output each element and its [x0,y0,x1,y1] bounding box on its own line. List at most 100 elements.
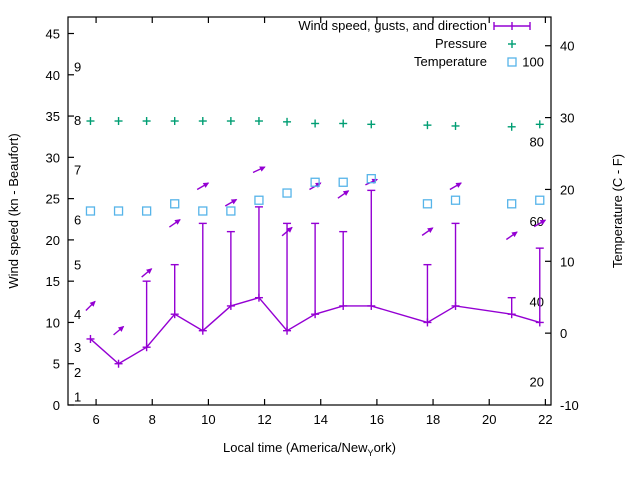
y2-tick-label: -10 [560,398,579,413]
plot-frame [67,16,552,406]
beaufort-label: 7 [74,163,81,178]
wind-direction-arrow [337,190,350,199]
wind-direction-arrow [252,166,266,174]
pressure-point [367,120,376,129]
beaufort-label: 6 [74,212,81,227]
beaufort-scale-labels: 1 2 3 4 5 6 7 8 9 [74,60,81,405]
x-tick-label: 14 [313,412,327,427]
y2-tick-label: 40 [560,39,574,54]
beaufort-label: 5 [74,258,81,273]
y-tick-label: 30 [46,150,60,165]
temperature-point [310,177,320,187]
beaufort-label: 9 [74,60,81,75]
gust-bar [339,230,348,306]
x-tick-label: 10 [201,412,215,427]
wind-direction-arrow [141,268,153,278]
legend-sample-pressure [508,40,516,48]
y-tick-label: 40 [46,68,60,83]
x-tick-label: 8 [149,412,156,427]
temperature-point [85,206,96,216]
y-axis-right-title: Temperature (C - F) [610,154,625,268]
wind-direction-arrow [449,182,462,191]
beaufort-label: 4 [74,307,81,322]
pressure-point [86,117,95,126]
wind-direction-arrow [281,226,293,237]
gust-bars-series [142,189,544,348]
temperature-point [141,206,152,216]
wind-speed-point [423,318,432,327]
pressure-point [283,117,292,126]
y-axis-left-title: Wind speed (kn - Beaufort) [6,133,21,288]
wind-direction-arrow [168,219,181,228]
fahrenheit-label: 20 [530,374,544,389]
fahrenheit-label: 60 [530,214,544,229]
wind-speed-point [339,301,348,310]
x-tick-label: 22 [538,412,552,427]
wind-speed-point [198,326,207,335]
fahrenheit-label: 80 [530,134,544,149]
beaufort-label: 3 [74,340,81,355]
y-axis-right-ticks: -10 0 10 20 30 40 [545,39,579,413]
gust-bar [311,222,320,315]
temperature-point [422,199,433,209]
y2-tick-label: 0 [560,326,567,341]
legend-sample-temperature [507,57,517,67]
wind-direction-arrow [421,227,434,236]
pressure-point [535,120,544,129]
pressure-point [311,119,320,128]
x-axis-title: Local time (America/NewYork) [223,440,396,458]
gust-bar [423,263,432,323]
y2-tick-label: 20 [560,182,574,197]
temperature-point [535,195,545,205]
y-tick-label: 10 [46,315,60,330]
pressure-point [507,122,516,131]
chart-legend: Wind speed, gusts, and direction Pressure… [298,18,531,69]
wind-direction-arrow [224,198,238,207]
pressure-point [198,117,207,126]
y2-tick-label: 10 [560,254,574,269]
fahrenheit-scale-labels: 20 40 60 80 100 [522,55,544,390]
y-tick-label: 20 [46,233,60,248]
gust-bar [367,189,376,306]
temperature-point [338,177,348,187]
wind-direction-arrow [85,300,96,312]
wind-speed-point [367,301,376,310]
gust-bar [451,222,460,306]
wind-speed-point [170,310,179,319]
temperature-point [366,174,376,184]
x-tick-label: 6 [92,412,99,427]
wind-speed-point [86,334,95,343]
temperature-point [226,206,236,216]
x-tick-label: 16 [370,412,384,427]
y-tick-label: 45 [46,27,60,42]
wind-speed-point [507,310,516,319]
pressure-series [86,117,544,131]
y-tick-label: 35 [46,109,60,124]
beaufort-label: 2 [74,365,81,380]
gust-bar [254,206,263,298]
x-tick-label: 20 [482,412,496,427]
y-tick-label: 5 [53,357,60,372]
axis-titles: Wind speed (kn - Beaufort) Temperature (C… [6,133,625,458]
pressure-point [170,117,179,126]
fahrenheit-label: 100 [522,55,544,70]
wind-speed-point [311,310,320,319]
temperature-point [254,195,264,205]
legend-label: Pressure [435,36,487,51]
x-axis-ticks: 6 8 10 12 14 16 18 20 22 [92,17,553,427]
gust-bar [226,230,235,306]
pressure-point [142,117,151,126]
pressure-point [451,121,460,130]
wind-speed-point [114,359,123,368]
beaufort-label: 1 [74,390,81,405]
legend-label: Temperature [414,54,487,69]
gust-bar [198,222,207,331]
y2-tick-label: 30 [560,111,574,126]
wind-speed-point [226,301,235,310]
wind-speed-point [451,301,460,310]
gust-bar [170,263,179,315]
plot-border [67,16,552,406]
